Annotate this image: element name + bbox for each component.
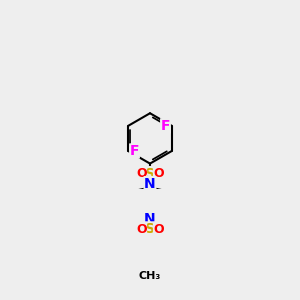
Text: N: N	[144, 177, 156, 191]
Text: O: O	[136, 167, 146, 180]
Text: CH₃: CH₃	[139, 271, 161, 281]
Text: O: O	[136, 223, 146, 236]
Text: F: F	[161, 119, 170, 133]
Text: N: N	[144, 212, 156, 226]
Text: S: S	[145, 222, 155, 236]
Text: O: O	[154, 223, 164, 236]
Text: F: F	[130, 144, 139, 158]
Text: S: S	[145, 167, 155, 181]
Text: O: O	[154, 167, 164, 180]
